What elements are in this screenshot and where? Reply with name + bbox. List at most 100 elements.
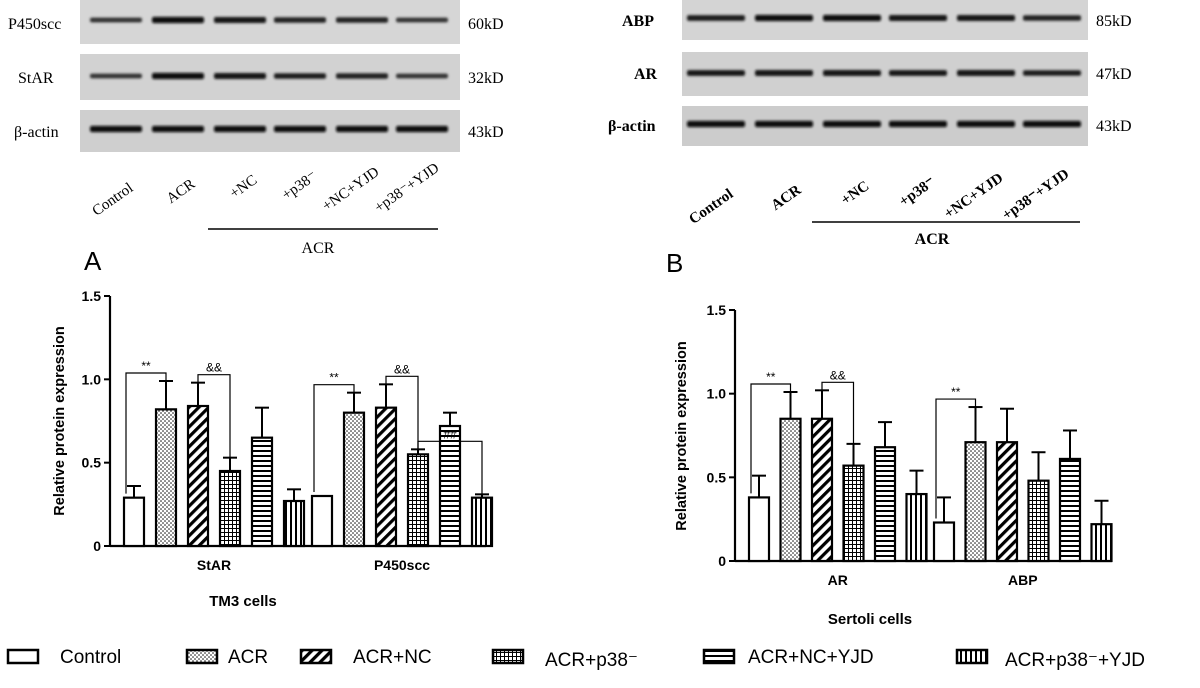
blot-band	[687, 70, 745, 76]
bar	[873, 446, 897, 563]
legend-label: ACR+NC+YJD	[748, 647, 874, 668]
blot-band	[755, 120, 813, 128]
legend-label: ACR+NC	[353, 647, 432, 668]
blot-band	[90, 73, 142, 79]
bar	[964, 441, 987, 563]
blot-strip-beta-actin	[682, 106, 1088, 146]
legend-swatch	[299, 648, 333, 665]
blot-lane-label: Control	[686, 186, 736, 228]
blot-band	[823, 14, 881, 22]
blot-lane-label: +NC+YJD	[320, 164, 383, 215]
blot-strip-abp	[682, 0, 1088, 40]
legend: Control ACR ACR+NC ACR+p38⁻ ACR+NC+YJD A…	[6, 647, 1145, 671]
chart-b: Relative protein expression Sertoli cell…	[674, 302, 1113, 628]
blot-band	[274, 125, 326, 133]
y-tick-label: 0	[718, 553, 726, 569]
blot-lane-label: ACR	[164, 176, 198, 207]
significance-bracket	[417, 440, 483, 494]
blot-size-label: 60kD	[468, 16, 504, 33]
significance-label: **	[766, 370, 776, 384]
x-axis-title: TM3 cells	[209, 593, 277, 610]
x-tick-label: P450scc	[374, 557, 430, 573]
significance-bracket	[821, 381, 855, 462]
blot-band	[336, 17, 388, 23]
blot-band	[214, 125, 266, 133]
bar	[470, 496, 494, 548]
blot-band	[1023, 120, 1081, 128]
x-tick-label: ABP	[1008, 572, 1038, 588]
blot-band	[755, 14, 813, 22]
bar	[122, 496, 146, 548]
blot-band	[889, 120, 947, 128]
blot-lane-label: +NC	[227, 172, 260, 202]
bar	[995, 441, 1019, 563]
legend-item-acr-nc-yjd: ACR+NC+YJD	[702, 647, 874, 668]
significance-bracket	[935, 398, 977, 519]
significance-bracket	[197, 374, 231, 467]
blot-lane-label: +p38⁻+YJD	[372, 160, 443, 216]
blot-size-label: 47kD	[1096, 66, 1132, 83]
legend-label: ACR+p38⁻+YJD	[1005, 650, 1145, 671]
x-tick-label: StAR	[197, 557, 231, 573]
significance-bracket	[750, 383, 792, 494]
y-axis-label: Relative protein expression	[52, 326, 68, 515]
blot-band	[152, 16, 204, 24]
legend-swatch	[6, 648, 40, 665]
y-tick-label: 1.0	[82, 371, 102, 387]
y-tick-label: 0	[93, 538, 101, 554]
significance-bracket	[313, 384, 355, 492]
blot-lane-label: +p38⁻+YJD	[1000, 166, 1073, 224]
blot-panel-a: P450scc StAR β-actin 60kD 32kD 43kD Cont…	[8, 0, 504, 257]
blot-band	[214, 16, 266, 24]
blot-row-label: β-actin	[608, 118, 656, 135]
blot-lane-label: +p38⁻	[897, 174, 939, 210]
legend-item-acr-p38-yjd: ACR+p38⁻+YJD	[955, 648, 1145, 671]
significance-label: &&	[830, 368, 846, 382]
bar	[218, 469, 242, 548]
significance-bracket	[125, 372, 167, 494]
y-tick-label: 0.5	[707, 469, 727, 485]
bar	[154, 408, 178, 548]
blot-band	[214, 73, 266, 79]
bar	[250, 436, 274, 548]
legend-item-acr-p38: ACR+p38⁻	[491, 648, 638, 671]
legend-item-acr: ACR	[185, 647, 268, 668]
y-tick-label: 1.5	[707, 302, 727, 318]
legend-label: Control	[60, 647, 121, 668]
bar	[1090, 523, 1113, 563]
blot-band	[687, 15, 745, 21]
blot-lane-label: +NC	[838, 178, 872, 208]
legend-swatch	[702, 648, 736, 665]
bar	[374, 406, 398, 548]
blot-band	[687, 120, 745, 128]
significance-label: &&	[206, 361, 222, 375]
legend-item-acr-nc: ACR+NC	[299, 647, 432, 668]
blot-band	[336, 73, 388, 79]
blot-lane-label: ACR	[768, 182, 804, 214]
blot-band	[957, 70, 1015, 76]
blot-band	[336, 125, 388, 133]
blot-band	[152, 72, 204, 80]
y-axis-label: Relative protein expression	[674, 341, 690, 530]
blot-size-label: 32kD	[468, 70, 504, 87]
chart-a: Relative protein expression TM3 cells 0 0…	[52, 288, 494, 610]
blot-band	[823, 120, 881, 128]
blot-size-label: 43kD	[1096, 118, 1132, 135]
blot-row-label: ABP	[622, 13, 654, 30]
blot-strip-p450scc	[80, 0, 460, 44]
bar	[779, 417, 802, 563]
significance-label: &&	[394, 362, 410, 376]
blot-band	[823, 70, 881, 76]
legend-swatch	[185, 648, 219, 665]
panel-label-b: B	[666, 248, 683, 278]
blot-row-label: AR	[634, 66, 658, 83]
x-axis-title: Sertoli cells	[828, 611, 912, 628]
bar	[1058, 457, 1082, 563]
bar	[438, 424, 462, 548]
bar	[282, 499, 306, 548]
blot-band	[957, 14, 1015, 22]
legend-swatch	[955, 648, 989, 665]
acr-group-label: ACR	[915, 231, 950, 248]
blot-panel-b: ABP AR β-actin 85kD 47kD 43kD Control ACR…	[608, 0, 1132, 248]
